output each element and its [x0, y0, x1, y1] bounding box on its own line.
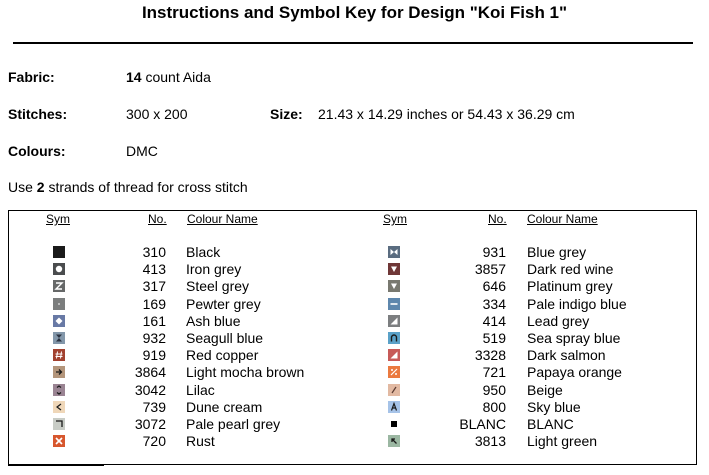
colour-name: BLANC — [527, 416, 574, 432]
colour-name: Red copper — [186, 347, 259, 364]
colour-number: BLANC — [459, 416, 506, 432]
solid-square-icon — [53, 246, 65, 258]
small-square-icon — [388, 418, 400, 430]
corner-icon — [53, 418, 65, 430]
header-name-left: Colour Name — [187, 212, 258, 226]
colour-number: 310 — [142, 244, 166, 260]
circle-icon — [53, 263, 65, 276]
hourglass-icon — [53, 332, 65, 344]
colour-name: Lead grey — [527, 312, 590, 329]
strands-post: strands of thread for cross stitch — [44, 179, 248, 195]
colour-name: Steel grey — [186, 278, 250, 295]
colour-number: 3857 — [474, 261, 506, 278]
colour-number: 950 — [482, 381, 506, 398]
wedge-icon — [388, 314, 400, 327]
colour-name: Rust — [186, 433, 215, 450]
colour-name: Iron grey — [186, 261, 242, 278]
colour-name: Light mocha brown — [186, 364, 305, 381]
colour-number: 3042 — [134, 381, 166, 398]
page-title: Instructions and Symbol Key for Design "… — [141, 3, 568, 22]
colour-number: 646 — [482, 278, 506, 295]
slash-icon — [388, 383, 400, 396]
less-than-icon — [53, 400, 65, 413]
colour-number: 3813 — [474, 433, 506, 450]
arrow-up-left-icon — [388, 435, 400, 448]
colour-name: Sky blue — [527, 398, 581, 415]
colour-number: 334 — [482, 295, 506, 312]
header-no-right: No. — [488, 212, 507, 226]
letter-a-icon — [388, 400, 400, 413]
colour-name: Lilac — [186, 381, 215, 398]
letter-z-icon — [53, 280, 65, 293]
colour-number: 317 — [142, 278, 166, 295]
colour-number: 519 — [482, 330, 506, 346]
header-sym-left: Sym — [46, 212, 70, 226]
colour-name: Dark salmon — [527, 347, 606, 364]
colour-name: Dark red wine — [527, 261, 614, 278]
fabric-type: count Aida — [141, 69, 211, 85]
fabric-count: 14 — [126, 69, 142, 85]
colour-name: Black — [186, 244, 221, 260]
colour-name: Blue grey — [527, 244, 587, 260]
colour-number: 161 — [142, 312, 166, 329]
colour-number: 800 — [482, 398, 506, 415]
dash-icon — [388, 297, 400, 310]
colours-label: Colours: — [8, 143, 66, 159]
fabric-label: Fabric: — [8, 69, 55, 85]
dot-icon — [53, 297, 65, 310]
header-name-right: Colour Name — [527, 212, 598, 226]
colour-number: 169 — [142, 295, 166, 312]
colour-number: 3864 — [134, 364, 166, 381]
stitches-value: 300 x 200 — [126, 106, 188, 122]
colour-name: Beige — [527, 381, 563, 398]
bowtie-icon — [388, 246, 400, 258]
double-arrow-icon — [53, 383, 65, 396]
colour-name: Seagull blue — [186, 330, 264, 346]
colour-name: Pale indigo blue — [527, 295, 627, 312]
colour-number: 414 — [482, 312, 506, 329]
colour-number: 932 — [142, 330, 166, 346]
header-sym-right: Sym — [383, 212, 407, 226]
diamond-icon — [53, 314, 65, 327]
size-label: Size: — [270, 106, 303, 122]
colour-name: Sea spray blue — [527, 330, 621, 346]
colour-name: Dune cream — [186, 398, 263, 415]
colour-number: 3072 — [134, 416, 166, 432]
symbol-key-table — [8, 210, 697, 465]
colour-name: Ash blue — [186, 312, 241, 329]
strands-pre: Use — [8, 179, 37, 195]
colour-number: 919 — [142, 347, 166, 364]
strands-instruction: Use 2 strands of thread for cross stitch — [8, 179, 248, 195]
stitches-label: Stitches: — [8, 106, 68, 122]
colour-name: Light green — [527, 433, 598, 450]
down-triangle-icon — [388, 263, 400, 276]
colour-number: 721 — [482, 364, 506, 381]
colour-name: Platinum grey — [527, 278, 613, 295]
hash-icon — [53, 349, 65, 362]
cross-icon — [53, 435, 65, 448]
fabric-value: 14 count Aida — [126, 69, 211, 85]
title-divider — [13, 42, 693, 44]
arrow-right-icon — [53, 366, 65, 379]
size-value: 21.43 x 14.29 inches or 54.43 x 36.29 cm — [318, 106, 575, 122]
colours-value: DMC — [126, 143, 158, 159]
colour-name: Pewter grey — [186, 295, 261, 312]
colour-number: 739 — [142, 398, 166, 415]
colour-number: 720 — [142, 433, 166, 450]
colour-name: Pale pearl grey — [186, 416, 281, 432]
strands-count: 2 — [36, 179, 45, 195]
colour-number: 931 — [482, 244, 506, 260]
arch-icon — [388, 332, 400, 344]
header-no-left: No. — [148, 212, 167, 226]
colour-name: Papaya orange — [527, 364, 622, 381]
bottom-rule — [8, 465, 104, 466]
down-triangle-icon — [388, 280, 400, 293]
wedge-icon — [388, 349, 400, 362]
percent-icon — [388, 366, 400, 379]
colour-number: 413 — [142, 261, 166, 278]
colour-number: 3328 — [474, 347, 506, 364]
